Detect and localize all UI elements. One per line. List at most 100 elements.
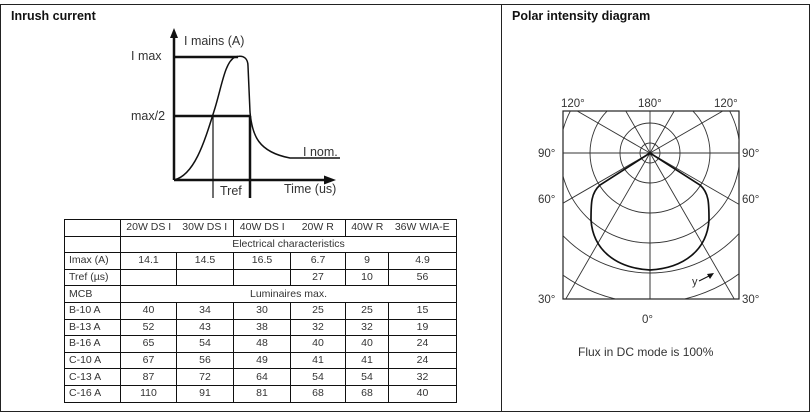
- angle-label: 60°: [538, 194, 555, 206]
- section-electrical: Electrical characteristics: [120, 236, 457, 253]
- cell: [176, 269, 234, 286]
- cell: 56: [388, 269, 457, 286]
- row-label: C-13 A: [64, 368, 121, 386]
- table-row: C-10 A 67 56 49 41 41 24: [64, 352, 457, 369]
- intensity-curve: [590, 151, 710, 271]
- cell: 40: [290, 335, 346, 353]
- cell: 14.1: [120, 252, 177, 270]
- section-luminaires: Luminaires max.: [120, 285, 457, 303]
- cell: 9: [345, 252, 389, 270]
- flux-caption: Flux in DC mode is 100%: [578, 345, 714, 359]
- inom-label: I nom.: [303, 145, 338, 159]
- angle-label: 30°: [538, 294, 555, 306]
- cell: 81: [233, 385, 291, 403]
- cell: 10: [345, 269, 389, 286]
- table-header-row: 20W DS I 30W DS I 40W DS I 20W R 40W R 3…: [64, 219, 457, 237]
- col-header: 40W DS I: [233, 219, 291, 237]
- y-marker: y: [692, 276, 698, 288]
- cell: 32: [388, 368, 457, 386]
- polar-title: Polar intensity diagram: [512, 9, 651, 23]
- imax-label: I max: [131, 49, 162, 63]
- cell: 24: [388, 352, 457, 369]
- table-row: C-13 A 87 72 64 54 54 32: [64, 368, 457, 386]
- table-row: Imax (A) 14.1 14.5 16.5 6.7 9 4.9: [64, 252, 457, 270]
- cell: 14.5: [176, 252, 234, 270]
- cell: 16.5: [233, 252, 291, 270]
- table-row: B-10 A 40 34 30 25 25 15: [64, 302, 457, 320]
- angle-label: 120°: [561, 98, 585, 110]
- header-empty: [64, 219, 121, 237]
- row-label: C-10 A: [64, 352, 121, 369]
- col-header: 20W R: [301, 221, 334, 234]
- cell: 54: [176, 335, 234, 353]
- cell: 19: [388, 319, 457, 336]
- cell: 43: [176, 319, 234, 336]
- cell: 68: [290, 385, 346, 403]
- row-label: B-16 A: [64, 335, 121, 353]
- cell: 24: [388, 335, 457, 353]
- cell: 4.9: [388, 252, 457, 270]
- table-row: B-13 A 52 43 38 32 32 19: [64, 319, 457, 336]
- col-header: 36W WIA-E: [388, 219, 457, 237]
- cell: 15: [388, 302, 457, 320]
- inrush-graph: I mains (A) I max max/2 I nom. Tref Time…: [131, 28, 340, 198]
- angle-label: 60°: [742, 194, 759, 206]
- cell: 91: [176, 385, 234, 403]
- inrush-table: 20W DS I 30W DS I 40W DS I 20W R 40W R 3…: [64, 219, 457, 403]
- polar-diagram: y 120° 180° 120° 90° 90° 60° 60° 30° 30°…: [538, 98, 759, 326]
- angle-label: 30°: [742, 294, 759, 306]
- row-label: MCB: [64, 285, 121, 303]
- cell: 54: [345, 368, 389, 386]
- mcb-section-row: MCB Luminaires max.: [64, 285, 457, 303]
- cell: [120, 269, 177, 286]
- cell: 30: [233, 302, 291, 320]
- cell: [233, 269, 291, 286]
- row-label: Imax (A): [64, 252, 121, 270]
- cell: 38: [233, 319, 291, 336]
- half-label: max/2: [131, 109, 165, 123]
- row-label: B-10 A: [64, 302, 121, 320]
- cell: 40: [345, 335, 389, 353]
- cell: 68: [345, 385, 389, 403]
- cell: 40: [120, 302, 177, 320]
- cell: 32: [290, 319, 346, 336]
- cell: 65: [120, 335, 177, 353]
- cell: 87: [120, 368, 177, 386]
- cell: 32: [345, 319, 389, 336]
- y-axis-label: I mains (A): [184, 34, 244, 48]
- cell: 34: [176, 302, 234, 320]
- cell: 40: [388, 385, 457, 403]
- row-label: C-16 A: [64, 385, 121, 403]
- cell: 25: [345, 302, 389, 320]
- cell: 25: [290, 302, 346, 320]
- cell: 49: [233, 352, 291, 369]
- section-electrical-row: Electrical characteristics: [64, 236, 457, 253]
- x-axis-label: Time (us): [284, 182, 336, 196]
- cell: 110: [120, 385, 177, 403]
- table-row: Tref (µs) 27 10 56: [64, 269, 457, 286]
- polar-panel-frame: [501, 4, 810, 412]
- cell: 27: [290, 269, 346, 286]
- cell: 41: [345, 352, 389, 369]
- angle-label: 0°: [642, 314, 653, 326]
- cell: 48: [233, 335, 291, 353]
- angle-label: 90°: [538, 148, 555, 160]
- row-label: Tref (µs): [64, 269, 121, 286]
- col-header: 40W R: [345, 219, 389, 237]
- cell: 72: [176, 368, 234, 386]
- cell: 64: [233, 368, 291, 386]
- tref-label: Tref: [220, 184, 242, 198]
- cell: 52: [120, 319, 177, 336]
- inrush-title: Inrush current: [11, 9, 96, 23]
- table-row: C-16 A 110 91 81 68 68 40: [64, 385, 457, 403]
- cell: 54: [290, 368, 346, 386]
- cell: 41: [290, 352, 346, 369]
- angle-label: 90°: [742, 148, 759, 160]
- cell: 6.7: [290, 252, 346, 270]
- cell: 67: [120, 352, 177, 369]
- angle-label: 180°: [638, 98, 662, 110]
- table-row: B-16 A 65 54 48 40 40 24: [64, 335, 457, 353]
- row-label: B-13 A: [64, 319, 121, 336]
- cell: 56: [176, 352, 234, 369]
- col-header: 20W DS I: [120, 219, 177, 237]
